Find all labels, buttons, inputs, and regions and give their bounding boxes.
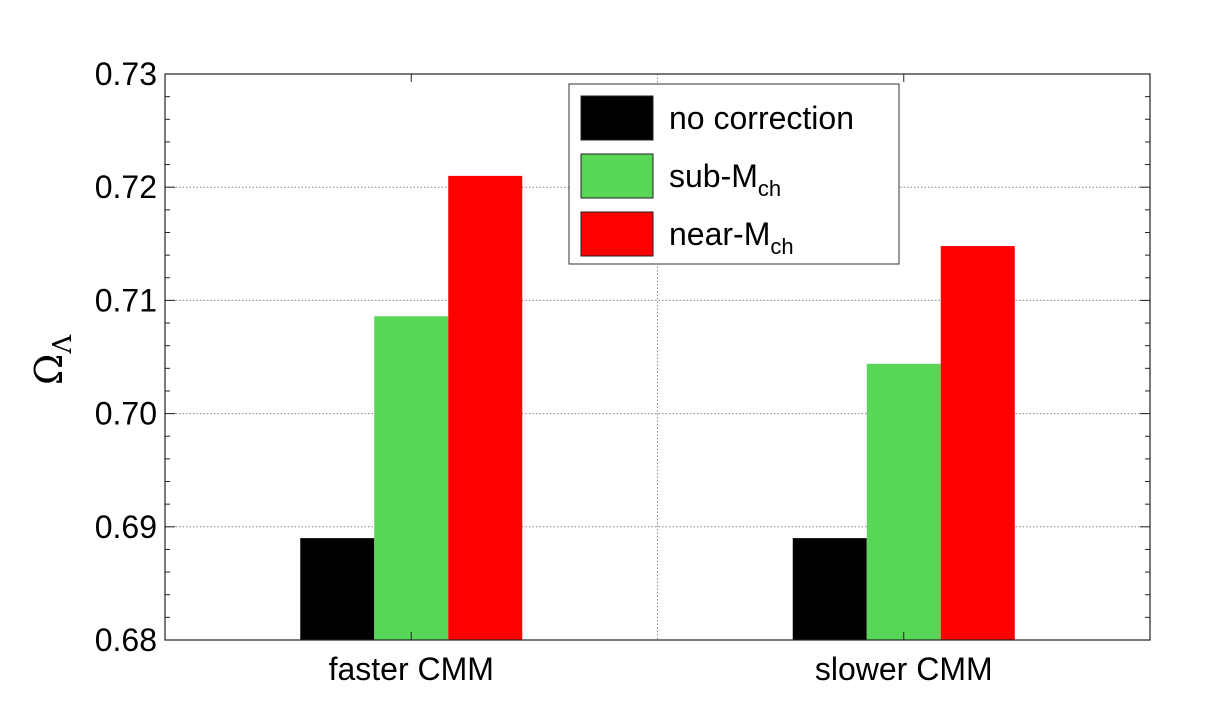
y-axis-label: ΩΛ (27, 334, 78, 386)
y-tick-label: 0.70 (95, 396, 157, 432)
axes-layer (164, 73, 1151, 641)
bar-near-mch (448, 175, 523, 640)
legend-label-main: near-M (669, 216, 770, 252)
y-tick-label: 0.68 (95, 622, 157, 658)
bar-no-correction (300, 538, 375, 640)
y-axis-label-sub: Λ (48, 334, 78, 355)
bar-near-mch (940, 246, 1015, 640)
bars-layer (300, 175, 1015, 640)
legend-label: no correction (669, 100, 854, 136)
y-tick-label: 0.71 (95, 282, 157, 318)
x-tick-label: faster CMM (329, 651, 494, 687)
legend-label: near-Mch (669, 216, 794, 259)
plot-frame (164, 73, 1151, 641)
y-tick-label: 0.72 (95, 169, 157, 205)
legend-swatch (580, 95, 654, 141)
legend-label-sub: ch (758, 176, 781, 201)
legend-label-sub: ch (770, 234, 793, 259)
legend-label-main: no correction (669, 100, 854, 136)
y-tick-label: 0.73 (95, 56, 157, 92)
legend-label-main: sub-M (669, 158, 758, 194)
legend-swatch (580, 211, 654, 257)
y-tick-label: 0.69 (95, 509, 157, 545)
bar-sub-mch (374, 316, 449, 640)
labels-layer: faster CMM slower CMM 0.68 0.69 0.70 0.71 0.72… (27, 56, 993, 687)
legend-label: sub-Mch (669, 158, 781, 201)
bar-no-correction (792, 538, 867, 640)
y-axis-label-main: Ω (27, 354, 71, 386)
x-tick-label: slower CMM (815, 651, 993, 687)
bar-sub-mch (866, 363, 941, 640)
legend-swatch (580, 153, 654, 199)
